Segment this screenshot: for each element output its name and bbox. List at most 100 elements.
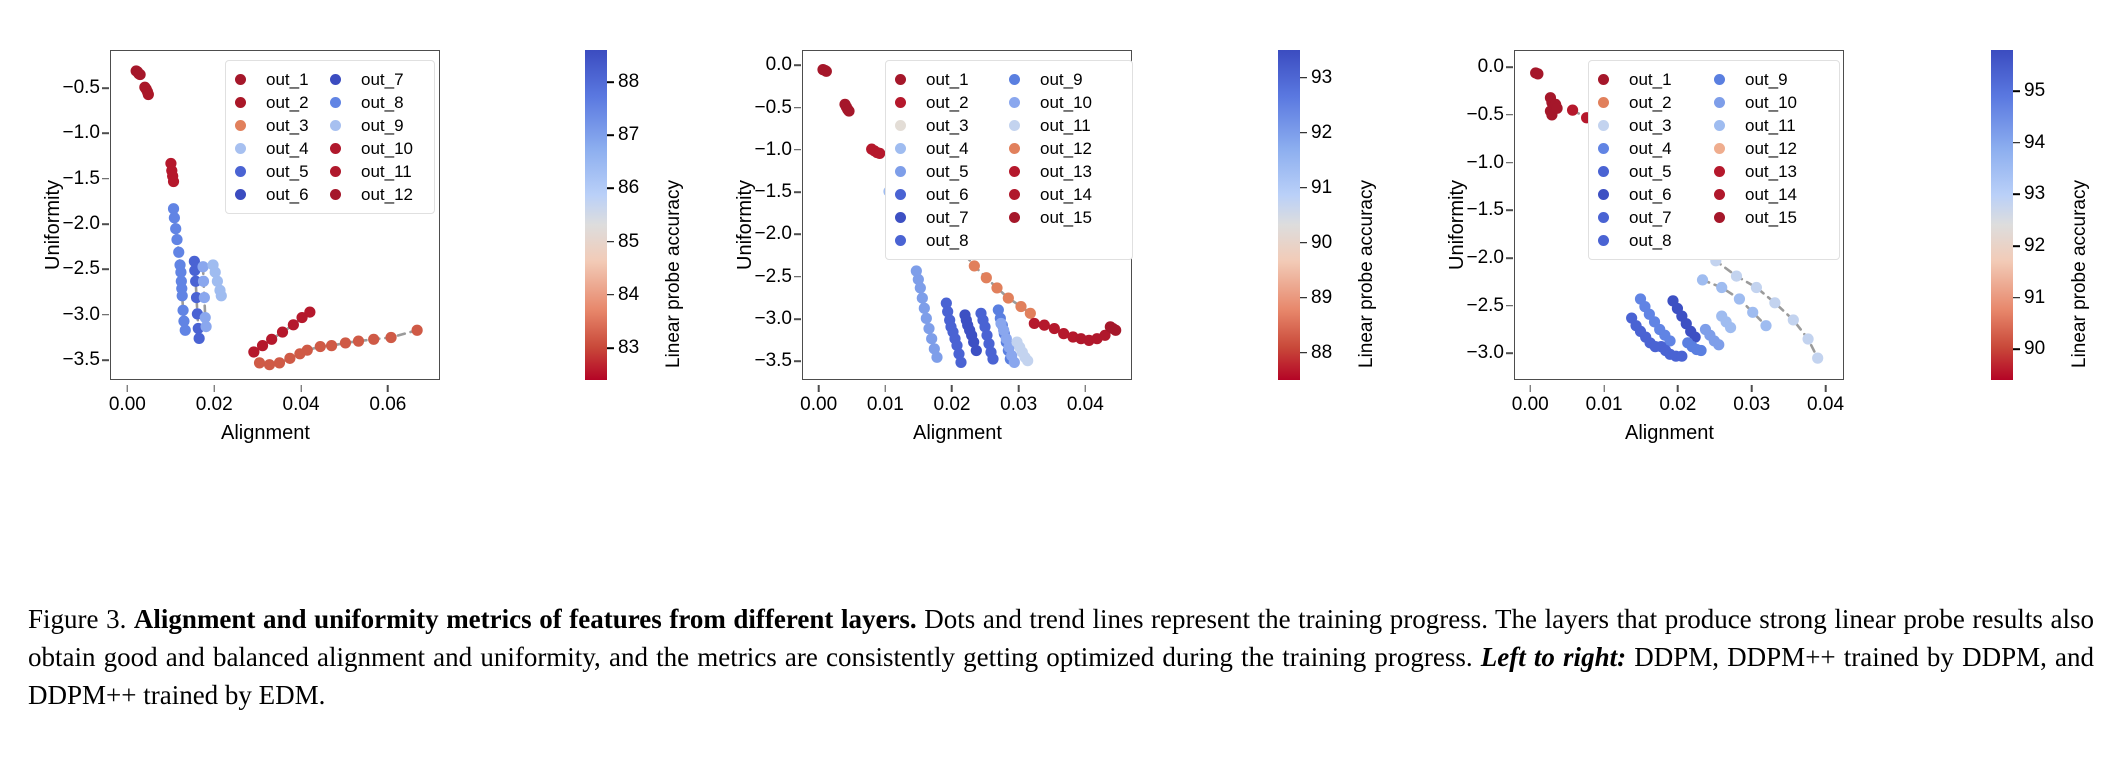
legend-marker-icon — [1598, 120, 1609, 131]
legend-item-out_4[interactable]: out_4 — [895, 137, 1009, 160]
series-out_2 — [839, 98, 855, 117]
legend-label: out_8 — [926, 230, 969, 250]
data-point — [314, 340, 326, 353]
legend-item-out_3[interactable]: out_3 — [895, 114, 1009, 137]
x-tick-label: 0.06 — [369, 385, 406, 416]
legend-column-1: out_1 out_2 out_3 out_4 out_5 out_6 out_7 out_8 — [1598, 68, 1714, 252]
legend-item-out_12[interactable]: out_12 — [1714, 137, 1830, 160]
legend-item-out_9[interactable]: out_9 — [1714, 68, 1830, 91]
data-point — [179, 324, 191, 336]
legend-item-out_14[interactable]: out_14 — [1714, 183, 1830, 206]
data-point — [1676, 350, 1688, 362]
colorbar-tick-label: 83 — [607, 337, 639, 359]
legend-marker-icon — [1714, 120, 1725, 131]
legend-item-out_5[interactable]: out_5 — [1598, 160, 1714, 183]
legend-item-out_2[interactable]: out_2 — [1598, 91, 1714, 114]
legend-item-out_4[interactable]: out_4 — [1598, 137, 1714, 160]
legend-label: out_7 — [1629, 207, 1672, 227]
legend-item-out_12[interactable]: out_12 — [330, 183, 425, 206]
x-tick-mark — [1824, 385, 1827, 392]
legend-item-out_7[interactable]: out_7 — [895, 206, 1009, 229]
legend-marker-icon — [1009, 97, 1020, 108]
data-point — [1008, 356, 1020, 368]
legend-item-out_6[interactable]: out_6 — [235, 183, 330, 206]
y-tick-label: −1.5 — [26, 168, 109, 190]
data-point — [142, 88, 154, 101]
legend-item-out_7[interactable]: out_7 — [1598, 206, 1714, 229]
legend-marker-icon — [330, 189, 341, 200]
legend-item-out_6[interactable]: out_6 — [895, 183, 1009, 206]
caption-bold-title: Alignment and uniformity metrics of feat… — [133, 604, 917, 634]
legend-marker-icon — [235, 120, 246, 131]
legend-item-out_6[interactable]: out_6 — [1598, 183, 1714, 206]
legend-label: out_12 — [361, 184, 413, 204]
data-point — [284, 352, 296, 364]
legend-item-out_10[interactable]: out_10 — [330, 137, 425, 160]
legend-item-out_10[interactable]: out_10 — [1009, 91, 1123, 114]
x-axis-label: Alignment — [221, 422, 310, 444]
legend-item-out_1[interactable]: out_1 — [235, 68, 330, 91]
x-tick-mark — [1529, 385, 1532, 392]
legend-item-out_7[interactable]: out_7 — [330, 68, 425, 91]
legend-item-out_9[interactable]: out_9 — [1009, 68, 1123, 91]
legend-marker-icon — [1009, 120, 1020, 131]
y-tick-mark — [794, 233, 801, 236]
legend-item-out_4[interactable]: out_4 — [235, 137, 330, 160]
legend-item-out_9[interactable]: out_9 — [330, 114, 425, 137]
series-out_6 — [197, 261, 212, 333]
legend-item-out_2[interactable]: out_2 — [895, 91, 1009, 114]
legend-item-out_15[interactable]: out_15 — [1009, 206, 1123, 229]
data-point — [198, 291, 210, 304]
legend-item-out_1[interactable]: out_1 — [1598, 68, 1714, 91]
legend-item-out_3[interactable]: out_3 — [235, 114, 330, 137]
legend-item-out_15[interactable]: out_15 — [1714, 206, 1830, 229]
legend-item-out_2[interactable]: out_2 — [235, 91, 330, 114]
x-tick-label: 0.00 — [1512, 385, 1549, 416]
legend-item-out_3[interactable]: out_3 — [1598, 114, 1714, 137]
legend-item-out_8[interactable]: out_8 — [895, 229, 1009, 252]
legend-item-out_8[interactable]: out_8 — [1598, 229, 1714, 252]
y-tick-mark — [1506, 352, 1513, 355]
y-tick-mark — [1506, 257, 1513, 259]
legend-item-out_10[interactable]: out_10 — [1714, 91, 1830, 114]
series-out_12 — [1655, 341, 1688, 362]
x-tick-mark — [126, 385, 129, 392]
x-tick-label: 0.04 — [1807, 385, 1844, 416]
x-tick-label: 0.01 — [1586, 385, 1623, 416]
x-tick-mark — [884, 385, 887, 392]
data-point — [176, 290, 188, 302]
y-tick-label: −3.5 — [718, 350, 801, 372]
data-point — [199, 311, 211, 324]
series-out_8 — [1696, 274, 1772, 332]
x-tick-mark — [1677, 385, 1679, 392]
colorbar-tick-mark — [2013, 142, 2020, 144]
legend-item-out_8[interactable]: out_8 — [330, 91, 425, 114]
y-tick-mark — [102, 132, 109, 135]
legend-item-out_14[interactable]: out_14 — [1009, 183, 1123, 206]
legend-item-out_5[interactable]: out_5 — [895, 160, 1009, 183]
legend-item-out_11[interactable]: out_11 — [330, 160, 425, 183]
colorbar-tick-mark — [1300, 351, 1307, 354]
legend-item-out_13[interactable]: out_13 — [1714, 160, 1830, 183]
series-out_9 — [253, 324, 423, 371]
legend-marker-icon — [235, 97, 246, 108]
legend-item-out_5[interactable]: out_5 — [235, 160, 330, 183]
colorbar-tick-label: 88 — [607, 71, 639, 93]
legend-label: out_14 — [1745, 184, 1797, 204]
legend-item-out_11[interactable]: out_11 — [1009, 114, 1123, 137]
y-tick-label: 0.0 — [718, 54, 801, 76]
data-point — [167, 203, 180, 215]
legend-item-out_13[interactable]: out_13 — [1009, 160, 1123, 183]
legend-marker-icon — [1598, 74, 1609, 85]
legend-item-out_1[interactable]: out_1 — [895, 68, 1009, 91]
legend-item-out_11[interactable]: out_11 — [1714, 114, 1830, 137]
legend-marker-icon — [1714, 212, 1725, 223]
data-point — [411, 324, 423, 336]
data-point — [1812, 352, 1824, 364]
scatter-panel-left: Uniformity Alignment −0.5 −1.0 −1.5 −2.0 −2.5−… — [0, 28, 700, 588]
legend-label: out_6 — [926, 184, 969, 204]
data-point — [385, 331, 397, 344]
series-out_2 — [139, 81, 154, 101]
legend-item-out_12[interactable]: out_12 — [1009, 137, 1123, 160]
x-axis-label: Alignment — [913, 422, 1002, 444]
